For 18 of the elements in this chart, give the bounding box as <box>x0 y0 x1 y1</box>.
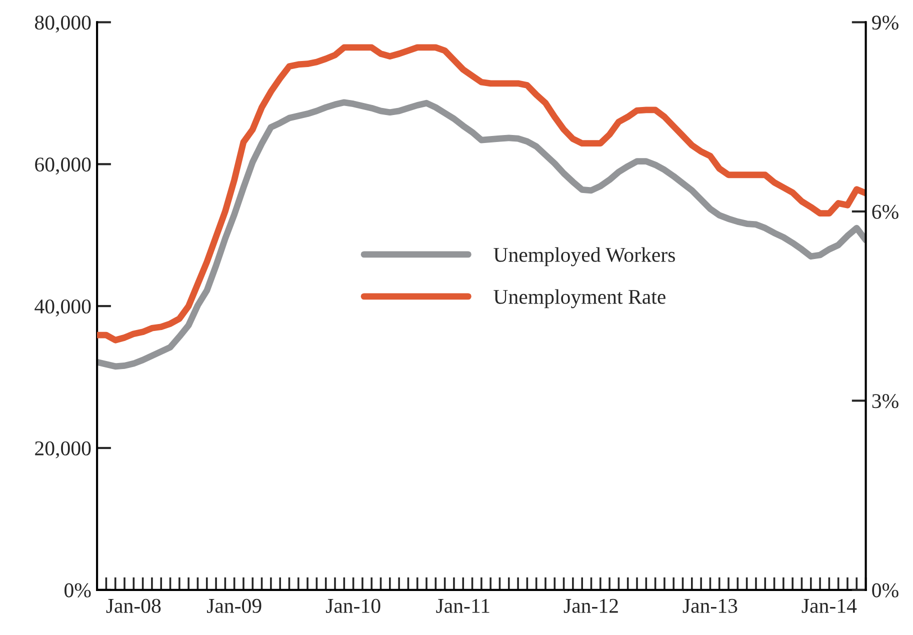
x-tick-label: Jan-08 <box>106 598 161 613</box>
y-tick-label: 60,000 <box>35 158 91 175</box>
x-tick-label: Jan-12 <box>564 598 618 613</box>
x-tick-label: Jan-09 <box>206 598 262 613</box>
y2-tick-label: 9% <box>872 16 898 30</box>
y-tick-label: 0% <box>64 583 91 598</box>
y2-tick-label: 0% <box>872 583 898 598</box>
x-tick-label: Jan-11 <box>436 598 490 613</box>
y-tick-label: 20,000 <box>35 441 91 458</box>
y-tick-label: 80,000 <box>35 16 91 33</box>
legend-label: Unemployed Workers <box>494 247 675 266</box>
y2-tick-label: 6% <box>872 204 898 219</box>
x-tick-label: Jan-10 <box>326 598 380 613</box>
x-tick-label: Jan-13 <box>682 598 738 613</box>
x-tick-label: Jan-14 <box>802 598 857 613</box>
y2-tick-label: 3% <box>872 394 898 408</box>
y-tick-label: 40,000 <box>34 299 91 316</box>
legend-label: Unemployment Rate <box>494 289 666 308</box>
